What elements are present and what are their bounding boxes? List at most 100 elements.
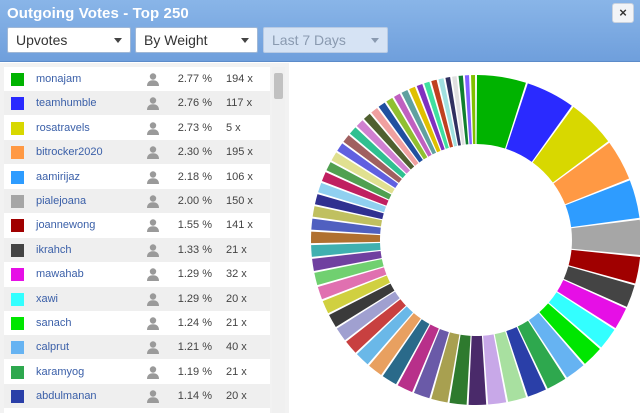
donut-slice[interactable] — [445, 77, 461, 146]
list-item[interactable]: ikrahch 1.33 % 21 x — [4, 237, 270, 262]
donut-slice[interactable] — [331, 152, 395, 194]
donut-slice[interactable] — [311, 231, 381, 244]
sort-select[interactable]: By Weight — [135, 27, 258, 53]
user-icon[interactable] — [146, 121, 160, 135]
voter-name-link[interactable]: aamirijaz — [36, 170, 81, 183]
vote-type-select[interactable]: Upvotes — [7, 27, 131, 53]
donut-slice-joannewong[interactable] — [568, 249, 640, 284]
donut-slice-calprut[interactable] — [528, 312, 584, 378]
donut-slice[interactable] — [318, 182, 386, 213]
list-scrollbar[interactable] — [272, 67, 285, 413]
voter-name-link[interactable]: calprut — [36, 341, 70, 354]
close-icon[interactable]: × — [612, 3, 634, 23]
donut-slice[interactable] — [314, 259, 384, 286]
donut-slice[interactable] — [464, 75, 472, 145]
donut-slice[interactable] — [413, 328, 449, 399]
donut-slice[interactable] — [494, 331, 527, 402]
donut-slice-sanach[interactable] — [539, 303, 600, 364]
donut-slice[interactable] — [336, 291, 400, 341]
user-icon[interactable] — [146, 365, 160, 379]
donut-slice[interactable] — [409, 86, 441, 153]
donut-slice[interactable] — [378, 102, 423, 163]
voter-name-link[interactable]: joannewong — [36, 219, 96, 232]
list-item[interactable]: sanach 1.24 % 21 x — [4, 311, 270, 335]
donut-slice[interactable] — [401, 89, 437, 155]
donut-slice-karamyog[interactable] — [517, 320, 566, 389]
list-item[interactable]: xawi 1.29 % 20 x — [4, 286, 270, 311]
donut-slice[interactable] — [329, 283, 395, 327]
list-item[interactable]: bitrocker2020 2.30 % 195 x — [4, 140, 270, 165]
scrollbar-thumb[interactable] — [274, 73, 283, 99]
donut-slice[interactable] — [312, 250, 382, 271]
donut-slice-pialejoana[interactable] — [571, 219, 640, 256]
donut-slice[interactable] — [468, 335, 487, 405]
donut-slice[interactable] — [452, 76, 465, 146]
user-icon[interactable] — [146, 170, 160, 184]
donut-slice[interactable] — [458, 75, 469, 145]
donut-slice[interactable] — [349, 127, 406, 179]
donut-slice-bitrocker2020[interactable] — [553, 142, 630, 205]
user-icon[interactable] — [146, 316, 160, 330]
donut-slice[interactable] — [371, 107, 419, 166]
user-icon[interactable] — [146, 194, 160, 208]
list-item[interactable]: karamyog 1.19 % 21 x — [4, 360, 270, 384]
donut-slice[interactable] — [312, 206, 383, 227]
donut-slice[interactable] — [343, 135, 402, 183]
donut-slice[interactable] — [438, 78, 458, 147]
user-icon[interactable] — [146, 96, 160, 111]
donut-slice-rosatravels[interactable] — [532, 106, 609, 183]
voter-name-link[interactable]: monajam — [36, 73, 82, 85]
donut-slice[interactable] — [317, 267, 387, 300]
donut-slice[interactable] — [449, 334, 471, 405]
donut-slice[interactable] — [393, 93, 432, 157]
donut-slice-monajam[interactable] — [476, 75, 526, 149]
user-icon[interactable] — [146, 340, 160, 355]
list-item[interactable]: pialejoana 2.00 % 150 x — [4, 189, 270, 213]
donut-slice-mawahab[interactable] — [557, 279, 627, 329]
donut-slice[interactable] — [483, 334, 507, 405]
list-item[interactable]: joannewong 1.55 % 141 x — [4, 213, 270, 237]
user-icon[interactable] — [146, 243, 160, 257]
donut-slice-xawi[interactable] — [548, 292, 615, 348]
donut-slice[interactable] — [311, 218, 381, 234]
voter-name-link[interactable]: mawahab — [36, 268, 84, 281]
voter-name-link[interactable]: pialejoana — [36, 195, 87, 207]
donut-slice[interactable] — [321, 172, 389, 206]
donut-slice[interactable] — [322, 275, 390, 314]
donut-slice-aamirijaz[interactable] — [565, 180, 640, 228]
donut-slice[interactable] — [326, 162, 392, 200]
donut-slice-abdulmanan[interactable] — [506, 326, 546, 397]
donut-slice[interactable] — [337, 143, 399, 189]
user-icon[interactable] — [146, 72, 160, 86]
voter-name-link[interactable]: bitrocker2020 — [36, 146, 103, 159]
voter-name-link[interactable]: xawi — [36, 292, 59, 305]
donut-slice[interactable] — [382, 319, 430, 385]
list-item[interactable]: teamhumble 2.76 % 117 x — [4, 91, 270, 116]
voter-name-link[interactable]: sanach — [36, 317, 72, 329]
donut-slice[interactable] — [416, 84, 445, 151]
list-item[interactable]: abdulmanan 1.14 % 20 x — [4, 384, 270, 409]
list-item[interactable]: monajam 2.77 % 194 x — [4, 67, 270, 91]
donut-slice[interactable] — [311, 242, 381, 257]
donut-slice[interactable] — [431, 332, 460, 403]
voter-name-link[interactable]: teamhumble — [36, 97, 97, 110]
donut-slice-teamhumble[interactable] — [506, 83, 572, 162]
donut-slice[interactable] — [397, 324, 439, 393]
donut-slice[interactable] — [314, 194, 384, 220]
donut-slice[interactable] — [363, 113, 415, 170]
donut-slice[interactable] — [471, 75, 476, 145]
donut-slice[interactable] — [356, 120, 410, 174]
voter-name-link[interactable]: rosatravels — [36, 121, 90, 134]
list-item[interactable]: aamirijaz 2.18 % 106 x — [4, 165, 270, 189]
donut-slice[interactable] — [386, 97, 428, 160]
voter-name-link[interactable]: karamyog — [36, 365, 85, 378]
donut-slice-ikrahch[interactable] — [563, 266, 635, 307]
user-icon[interactable] — [146, 267, 160, 282]
user-icon[interactable] — [146, 389, 160, 404]
donut-slice[interactable] — [346, 299, 406, 353]
list-item[interactable]: calprut 1.21 % 40 x — [4, 335, 270, 360]
voter-name-link[interactable]: abdulmanan — [36, 390, 97, 403]
donut-slice[interactable] — [424, 81, 449, 149]
user-icon[interactable] — [146, 145, 160, 160]
donut-slice[interactable] — [431, 79, 454, 148]
